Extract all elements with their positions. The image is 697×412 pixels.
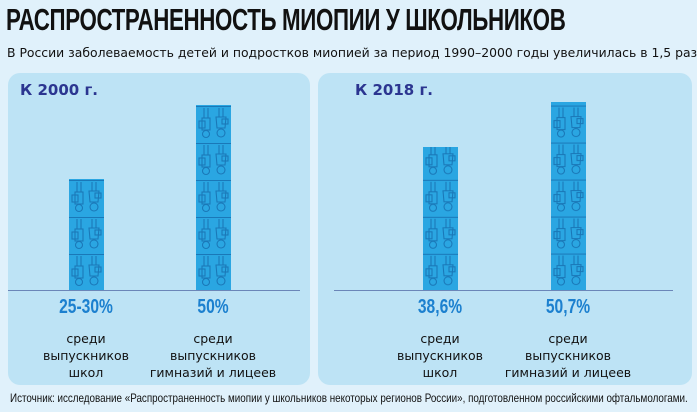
category-label-line: выпускников xyxy=(396,348,484,363)
students-pictogram-icon xyxy=(550,102,586,290)
category-label: среди выпускников школ xyxy=(16,330,156,381)
students-pictogram-icon xyxy=(422,147,458,290)
baseline xyxy=(334,290,673,291)
bar xyxy=(195,105,231,290)
panel-2000: К 2000 г. 25-30% среди выпускников школ 50% с… xyxy=(8,73,310,385)
source-note: Источник: исследование «Распространеннос… xyxy=(10,391,688,405)
page-title: РАСПРОСТРАНЕННОСТЬ МИОПИИ У ШКОЛЬНИКОВ xyxy=(6,2,566,37)
category-label-line: гимназий и лицеев xyxy=(149,365,277,380)
category-label-line: среди xyxy=(193,331,233,346)
category-label-line: гимназий и лицеев xyxy=(504,365,632,380)
category-label-line: школ xyxy=(68,365,104,380)
baseline xyxy=(8,290,300,291)
value-label: 38,6% xyxy=(417,296,463,318)
category-label-line: выпускников xyxy=(169,348,257,363)
panel-2018: К 2018 г. 38,6% среди выпускников школ 50,7%… xyxy=(318,73,692,385)
category-label-line: среди xyxy=(66,331,106,346)
value-label: 50,7% xyxy=(545,296,591,318)
panel-title: К 2018 г. xyxy=(355,81,433,99)
category-label-line: среди xyxy=(420,331,460,346)
value-label: 50% xyxy=(197,296,229,318)
students-pictogram-icon xyxy=(68,179,104,290)
category-label: среди выпускников гимназий и лицеев xyxy=(498,330,638,381)
category-label-line: среди xyxy=(548,331,588,346)
subtitle: В России заболеваемость детей и подростк… xyxy=(7,45,697,60)
category-label-line: школ xyxy=(422,365,458,380)
category-label: среди выпускников гимназий и лицеев xyxy=(143,330,283,381)
category-label: среди выпускников школ xyxy=(370,330,510,381)
panel-title: К 2000 г. xyxy=(20,81,98,99)
bar xyxy=(68,179,104,290)
category-label-line: выпускников xyxy=(524,348,612,363)
value-label: 25-30% xyxy=(59,296,113,318)
category-label-line: выпускников xyxy=(42,348,130,363)
bar xyxy=(422,147,458,290)
bar xyxy=(550,102,586,290)
students-pictogram-icon xyxy=(195,105,231,290)
